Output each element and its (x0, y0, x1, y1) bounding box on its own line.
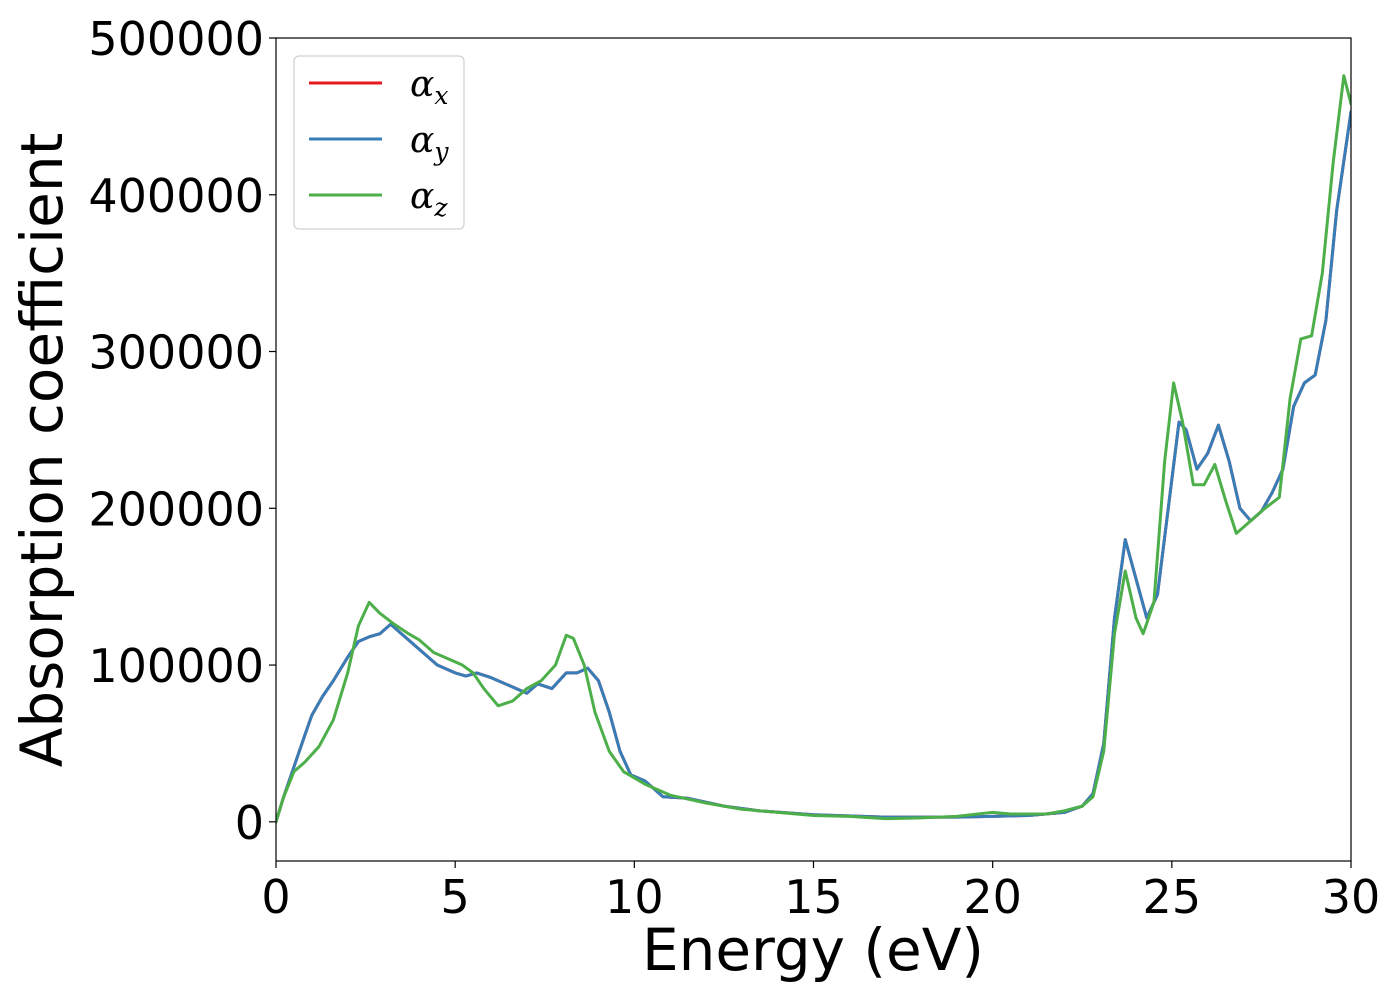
x-tick-label: 5 (441, 870, 470, 924)
y-axis-title: Absorption coefficient (8, 133, 76, 768)
y-tick-label: 100000 (88, 639, 264, 693)
x-tick-label: 20 (963, 870, 1022, 924)
legend-label-x: αx (410, 64, 448, 110)
x-tick-label: 0 (261, 870, 290, 924)
axes: 0 5 10 15 20 25 30 0 100000 200000 300000 400000 500… (88, 12, 1380, 924)
x-tick-label: 25 (1143, 870, 1202, 924)
y-tick-label: 200000 (88, 482, 264, 536)
y-tick-label: 400000 (88, 169, 264, 223)
legend: αx αy αz (293, 55, 465, 230)
plot-area (276, 74, 1351, 824)
x-axis-title: Energy (eV) (642, 916, 984, 984)
y-tick-label: 300000 (88, 326, 264, 380)
legend-label-z: αz (410, 176, 448, 222)
x-tick-label: 30 (1322, 870, 1381, 924)
legend-label-y: αy (410, 120, 449, 166)
x-tick-label: 10 (605, 870, 664, 924)
series-line-z (276, 74, 1351, 824)
legend-box (293, 55, 465, 230)
x-tick-label: 15 (784, 870, 843, 924)
y-tick-label: 0 (235, 796, 264, 850)
y-tick-label: 500000 (88, 12, 264, 66)
